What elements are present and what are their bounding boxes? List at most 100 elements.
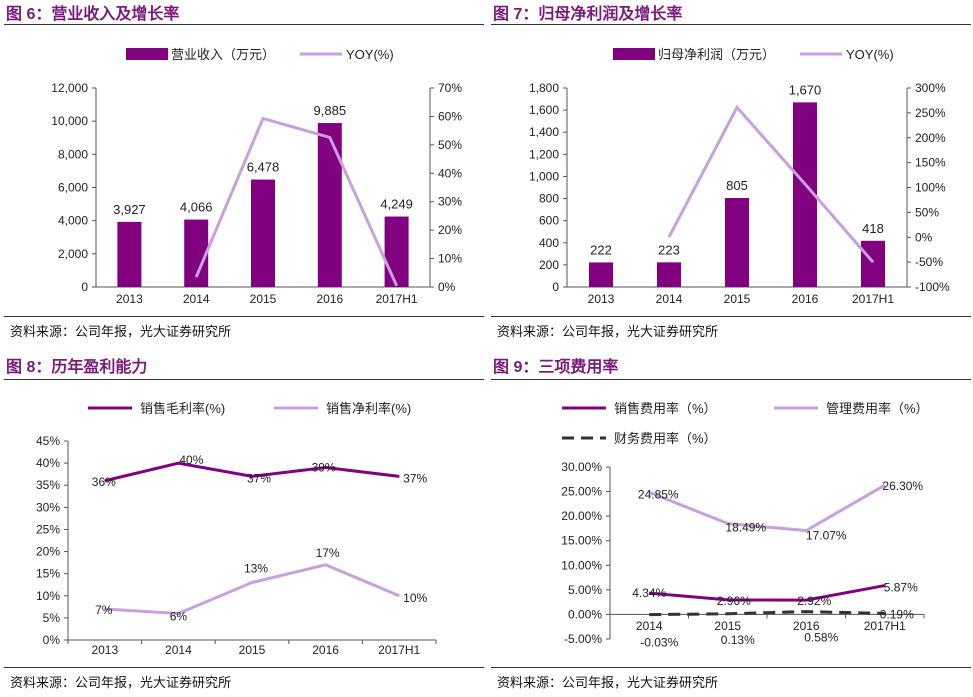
- y-tick-label: 0: [81, 280, 88, 294]
- series-line: [649, 610, 885, 617]
- x-tick-label: 2013: [91, 643, 118, 657]
- x-tick-label: 2016: [316, 292, 343, 306]
- legend-label: 销售毛利率(%): [140, 401, 225, 416]
- x-tick-label: 2017H1: [864, 619, 906, 633]
- y-tick-label: 30.00%: [561, 460, 602, 474]
- panel-revenue: 图 6：营业收入及增长率 营业收入（万元） YOY(%) 0 2,000 4,000 6,…: [0, 0, 486, 348]
- data-label: 17.07%: [806, 529, 847, 543]
- bar: [861, 240, 885, 287]
- source-divider: [491, 667, 971, 668]
- bar-value-label: 4,066: [180, 200, 213, 215]
- data-label: 37%: [403, 471, 427, 485]
- yoy-line: [194, 116, 398, 287]
- bar: [117, 221, 142, 287]
- series-point: [251, 475, 253, 477]
- data-label: 36%: [92, 475, 116, 489]
- bar: [384, 216, 409, 287]
- y-tick-label: 10,000: [51, 114, 88, 128]
- y2-tick-label: 100%: [915, 181, 946, 195]
- data-label: 7%: [95, 603, 113, 617]
- title-divider: [491, 379, 971, 380]
- bar: [317, 123, 342, 287]
- x-tick-label: 2014: [636, 619, 663, 633]
- legend-label: 财务费用率（%）: [614, 431, 717, 446]
- source-note: 资料来源：公司年报，光大证券研究所: [497, 324, 719, 339]
- chart-title: 图 7：归母净利润及增长率: [493, 6, 683, 23]
- series-point: [648, 491, 650, 493]
- series-point: [177, 612, 179, 614]
- legend-label: 管理费用率（%）: [826, 401, 929, 416]
- y2-tick-label: 250%: [915, 106, 946, 120]
- bar-value-label: 4,249: [380, 197, 413, 212]
- y-tick-label: 200: [539, 258, 559, 272]
- series-line: [648, 483, 886, 533]
- net-profit-chart: 归母净利润（万元） YOY(%) 0 200 400 600 800 1,000 1,200 1,…: [529, 47, 950, 306]
- bar-value-label: 223: [658, 242, 680, 257]
- data-label: 13%: [244, 562, 268, 576]
- legend-label: 销售净利率(%): [326, 401, 411, 416]
- source-divider: [491, 316, 971, 317]
- y-tick-label: 1,200: [529, 147, 559, 161]
- data-label: 2.92%: [797, 594, 831, 608]
- x-tick-label: 2017H1: [378, 643, 420, 657]
- series-point: [325, 564, 327, 566]
- y-tick-label: 2,000: [58, 247, 88, 261]
- bar-value-label: 9,885: [314, 103, 347, 118]
- y-tick-label: 1,800: [529, 81, 559, 95]
- y2-tick-label: 200%: [915, 131, 946, 145]
- chart-title: 图 6：营业收入及增长率: [6, 6, 180, 23]
- y2-tick-label: 300%: [915, 81, 946, 95]
- y-tick-label: 10%: [36, 589, 60, 603]
- expense-ratio-chart: 销售费用率（%） 管理费用率（%） 财务费用率（%） -5.00% 0.00% 5.00%…: [561, 401, 929, 650]
- chart-title: 图 8：历年盈利能力: [6, 359, 148, 376]
- yoy-point: [804, 183, 806, 185]
- data-label: 37%: [247, 471, 271, 485]
- legend-label: YOY(%): [346, 47, 394, 62]
- data-label: -0.03%: [640, 636, 678, 650]
- data-label: 5.87%: [884, 581, 918, 595]
- series-point: [251, 582, 253, 584]
- source-divider: [4, 316, 484, 317]
- yoy-point: [668, 236, 670, 238]
- profitability-chart: 销售毛利率(%) 销售净利率(%) 0% 5% 10% 15% 20% 25% 30% 35% 40…: [36, 401, 437, 657]
- y2-tick-label: 0%: [438, 280, 456, 294]
- source-note: 资料来源：公司年报，光大证券研究所: [10, 324, 232, 339]
- y-tick-label: 15.00%: [561, 534, 602, 548]
- data-label: 18.49%: [725, 521, 766, 535]
- y2-tick-label: 40%: [438, 166, 462, 180]
- bar-value-label: 805: [726, 178, 748, 193]
- series-point: [884, 484, 886, 486]
- bar: [657, 262, 681, 287]
- y-tick-label: 0.00%: [568, 607, 602, 621]
- bar-value-label: 418: [862, 221, 884, 236]
- y2-tick-label: 50%: [915, 205, 939, 219]
- data-label: 39%: [312, 461, 336, 475]
- data-label: 26.30%: [882, 479, 923, 493]
- y2-tick-label: 50%: [438, 138, 462, 152]
- data-label: 10%: [403, 591, 427, 605]
- y-tick-label: 30%: [36, 500, 60, 514]
- data-label: 0.58%: [804, 631, 838, 645]
- series-point: [727, 599, 729, 601]
- x-tick-label: 2013: [116, 292, 143, 306]
- bar-value-label: 6,478: [247, 160, 280, 175]
- y-tick-label: 40%: [36, 456, 60, 470]
- yoy-point: [329, 136, 331, 138]
- y-tick-label: 4,000: [58, 214, 88, 228]
- title-divider: [4, 379, 484, 380]
- y-tick-label: 5%: [43, 611, 61, 625]
- yoy-point: [872, 261, 874, 263]
- source-divider: [4, 667, 484, 668]
- data-label: 6%: [170, 609, 188, 623]
- y-tick-label: 25%: [36, 522, 60, 536]
- series-point: [727, 613, 729, 615]
- x-tick-label: 2014: [165, 643, 192, 657]
- title-divider: [4, 24, 484, 25]
- legend-label: 营业收入（万元）: [171, 47, 275, 62]
- y-tick-label: 0: [552, 280, 559, 294]
- data-label: 4.34%: [632, 586, 666, 600]
- series-point: [648, 614, 650, 616]
- legend-swatch-bar: [613, 48, 655, 60]
- x-tick-label: 2016: [793, 619, 820, 633]
- y-tick-label: 35%: [36, 478, 60, 492]
